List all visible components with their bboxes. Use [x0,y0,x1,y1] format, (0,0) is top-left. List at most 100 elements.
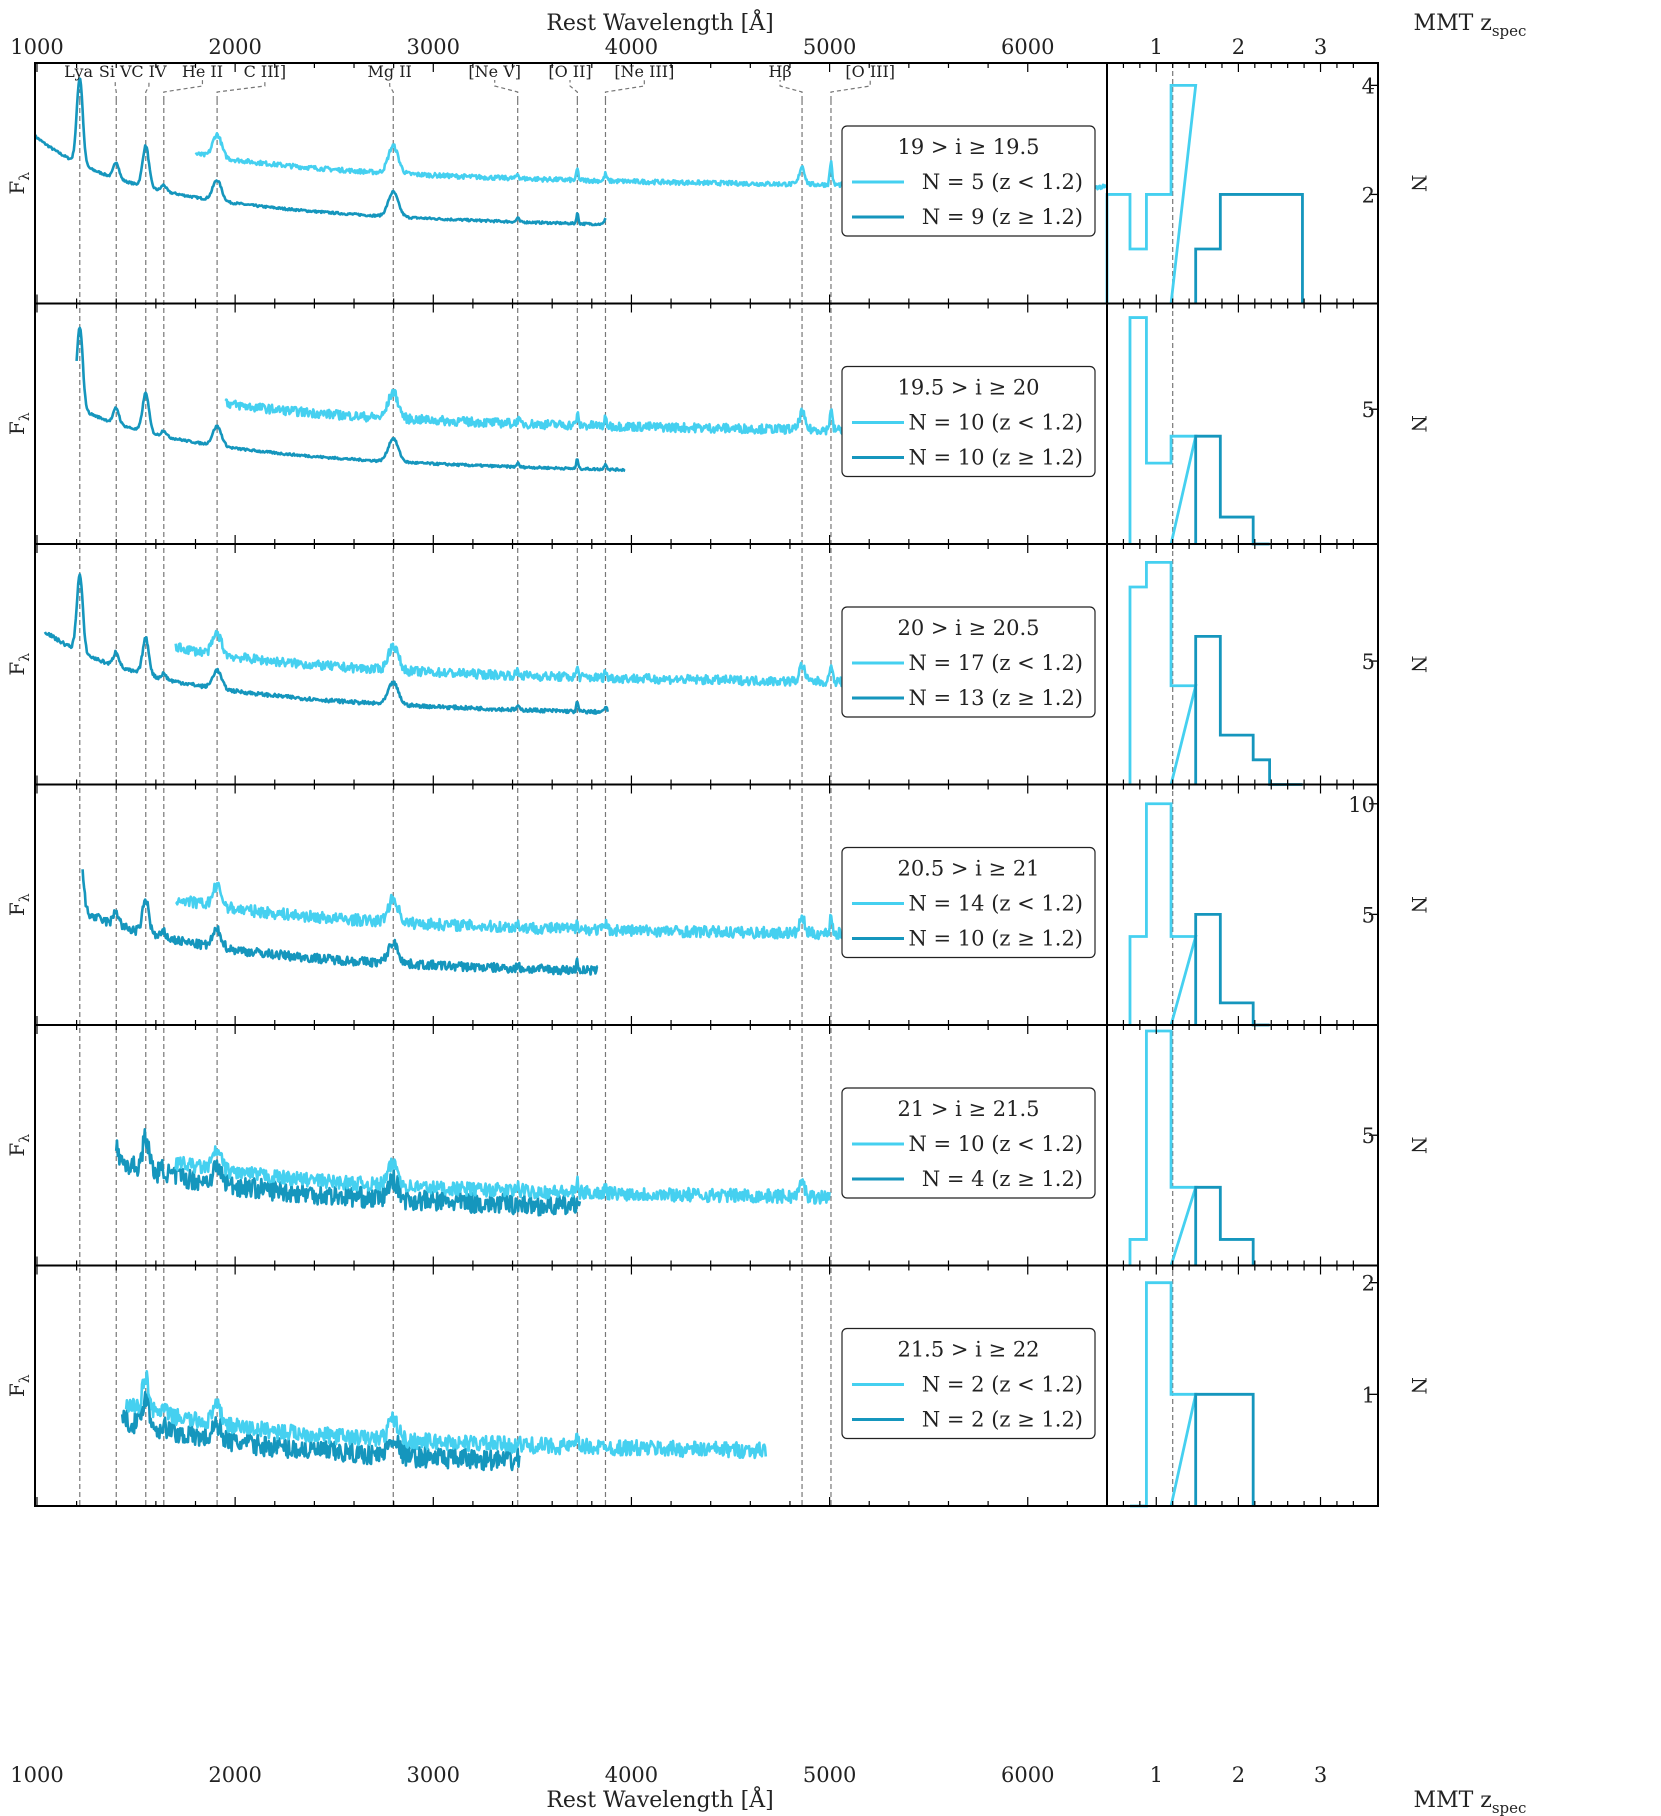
spectra-and-histograms [33,77,1304,1508]
legend-entry: N = 10 (z ≥ 1.2) [908,446,1083,470]
hist-bottom-x-tick-label: 2 [1232,1763,1245,1787]
bottom-x-tick-label: 3000 [407,1763,460,1787]
hist-top-axis-title-sub: spec [1492,22,1527,40]
bottom-x-tick-label: 2000 [208,1763,261,1787]
hist-y-tick-label: 2 [1362,1272,1375,1296]
legend-box [841,365,1096,478]
legend-entry: N = 2 (z ≥ 1.2) [922,1408,1083,1432]
histogram-panel-frame [1106,1264,1379,1507]
guide-connector [216,80,266,100]
top-x-tick-label: 1000 [10,35,63,59]
histogram-panel-frame [1106,62,1379,305]
guide-connector [569,80,578,100]
hist-bottom-x-tick-label: 3 [1314,1763,1327,1787]
y-axis-title-main: F [5,181,29,195]
emission-line-label: C IV [131,62,167,81]
spectrum-high-z [43,573,609,715]
emission-line-label: Mg II [368,62,412,81]
hist-top-x-tick-label: 1 [1150,35,1163,59]
top-x-tick-label: 4000 [605,35,658,59]
emission-line-label: Si V [99,62,132,81]
hist-bottom-x-tick-label: 1 [1150,1763,1163,1787]
top-x-tick-label: 2000 [208,35,261,59]
legend-entry: N = 4 (z ≥ 1.2) [922,1167,1083,1191]
legend-entry: N = 10 (z < 1.2) [908,411,1083,435]
legend-box [841,1087,1096,1199]
legend-title: 21 > i ≥ 21.5 [897,1097,1039,1121]
top-x-tick-label: 6000 [1001,35,1054,59]
y-axis-title-sub: λ [17,653,33,662]
guide-connector [779,80,803,100]
hist-y-tick-label: 5 [1362,398,1375,422]
top-x-axis-title: Rest Wavelength [Å] [546,8,773,36]
bottom-x-tick-label: 4000 [605,1763,658,1787]
y-axis-title: Fλ [5,1374,33,1397]
bottom-x-tick-label: 5000 [803,1763,856,1787]
bottom-x-axis-title: Rest Wavelength [Å] [546,1785,773,1813]
y-axis-title-main: F [5,662,29,676]
bottom-x-tick-label: 1000 [10,1763,63,1787]
legend-entry: N = 13 (z ≥ 1.2) [908,686,1083,710]
hist-top-x-tick-label: 3 [1314,35,1327,59]
histogram-low-z [1128,1029,1198,1266]
y-axis-title-sub: λ [17,1134,33,1143]
y-axis-title: Fλ [5,1134,33,1157]
histogram-high-z [1194,1392,1255,1506]
spectrum-low-z [175,881,911,942]
histogram-high-z [1194,912,1270,1027]
hist-y-tick-label: 1 [1362,1383,1375,1407]
legend-title: 19.5 > i ≥ 20 [897,376,1039,400]
legend-entry: N = 10 (z ≥ 1.2) [908,927,1083,951]
histogram-high-z [1194,434,1270,546]
hist-top-x-tick-label: 2 [1232,35,1245,59]
guide-connector [114,80,117,100]
hist-y-tick-label: 4 [1362,74,1375,98]
hist-y-axis-title: N [1407,175,1431,193]
histogram-low-z [1128,316,1198,545]
hist-bottom-axis-title: MMT zspec [1414,1788,1527,1816]
y-axis-title: Fλ [5,412,33,435]
legend-entry: N = 9 (z ≥ 1.2) [922,205,1083,229]
guide-connector [145,80,150,100]
hist-y-tick-label: 10 [1348,793,1375,817]
spectrum-high-z [33,77,607,227]
hist-y-axis-title: N [1407,1137,1431,1155]
y-axis-title-sub: λ [17,172,33,181]
histogram-low-z [1129,1281,1198,1508]
emission-line-label: [O III] [845,62,895,81]
legend-title: 21.5 > i ≥ 22 [897,1338,1039,1362]
hist-y-tick-label: 2 [1362,183,1375,207]
spectrum-high-z [114,1128,582,1217]
emission-line-label: C III] [244,62,287,81]
guide-connector [163,80,204,100]
spectrum-low-z [124,1370,768,1460]
hist-y-axis-title: N [1407,1377,1431,1395]
emission-line-label: He II [182,62,223,81]
spectrum-high-z [120,1390,522,1472]
emission-line-label: [Ne III] [614,62,674,81]
histogram-high-z [1194,1185,1255,1266]
top-x-tick-label: 5000 [803,35,856,59]
legend-title: 20.5 > i ≥ 21 [897,857,1039,881]
hist-y-axis-title: N [1407,896,1431,914]
y-axis-title-main: F [5,1143,29,1157]
spectrum-low-z [174,1145,831,1205]
y-axis-title-main: F [5,1383,29,1397]
hist-y-tick-label: 5 [1362,650,1375,674]
legend-box [841,606,1096,718]
hist-y-axis-title: N [1407,415,1431,433]
top-x-tick-label: 3000 [407,35,460,59]
histogram-high-z [1194,193,1304,304]
legend-entry: N = 14 (z < 1.2) [908,892,1083,916]
legend-entry: N = 10 (z < 1.2) [908,1132,1083,1156]
bottom-x-tick-label: 6000 [1001,1763,1054,1787]
y-axis-title-main: F [5,902,29,916]
hist-bottom-axis-title-sub: spec [1492,1799,1527,1816]
spectrum-high-z [81,869,599,976]
hist-y-tick-label: 5 [1362,903,1375,927]
histogram-low-z [1105,83,1198,304]
hist-top-axis-title: MMT zspec [1414,11,1527,40]
legend-box [841,1327,1096,1440]
legend-entry: N = 5 (z < 1.2) [922,170,1083,194]
